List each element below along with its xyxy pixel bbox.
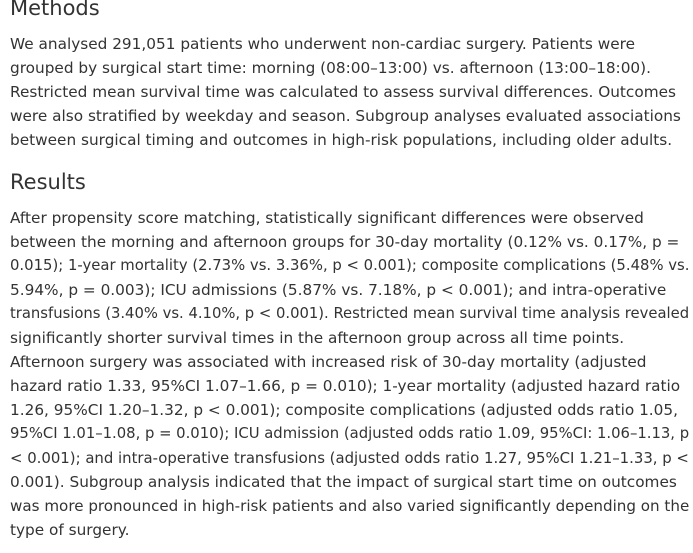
results-heading: Results [10, 170, 86, 194]
methods-line: grouped by surgical start time: morning … [10, 59, 651, 77]
results-line: Afternoon surgery was associated with in… [10, 353, 647, 371]
results-line: type of surgery. [10, 521, 130, 539]
results-line: After propensity score matching, statist… [10, 209, 644, 227]
methods-line: Restricted mean survival time was calcul… [10, 83, 676, 101]
results-line: significantly shorter survival times in … [10, 329, 625, 347]
results-line: hazard ratio 1.33, 95%CI 1.07–1.66, p = … [10, 377, 681, 395]
methods-line: We analysed 291,051 patients who underwe… [10, 35, 636, 53]
results-paragraph: After propensity score matching, statist… [10, 206, 693, 542]
results-line: 1.26, 95%CI 1.20–1.32, p < 0.001); compo… [10, 401, 678, 419]
results-line: 0.001). Subgroup analysis indicated that… [10, 473, 677, 491]
results-line: transfusions (3.40% vs. 4.10%, p < 0.001… [10, 305, 690, 322]
methods-line: were also stratified by weekday and seas… [10, 107, 681, 125]
results-line: was more pronounced in high-risk patient… [10, 497, 690, 515]
results-line: < 0.001); and intra-operative transfusio… [10, 449, 689, 467]
methods-line: between surgical timing and outcomes in … [10, 131, 673, 149]
results-line: between the morning and afternoon groups… [10, 233, 680, 251]
methods-heading: Methods [10, 0, 100, 20]
results-line: 95%CI 1.01–1.08, p = 0.010); ICU admissi… [10, 425, 690, 442]
results-line: 0.015); 1-year mortality (2.73% vs. 3.36… [10, 257, 690, 274]
results-line: 5.94%, p = 0.003); ICU admissions (5.87%… [10, 281, 667, 299]
methods-paragraph: We analysed 291,051 patients who underwe… [10, 32, 693, 152]
